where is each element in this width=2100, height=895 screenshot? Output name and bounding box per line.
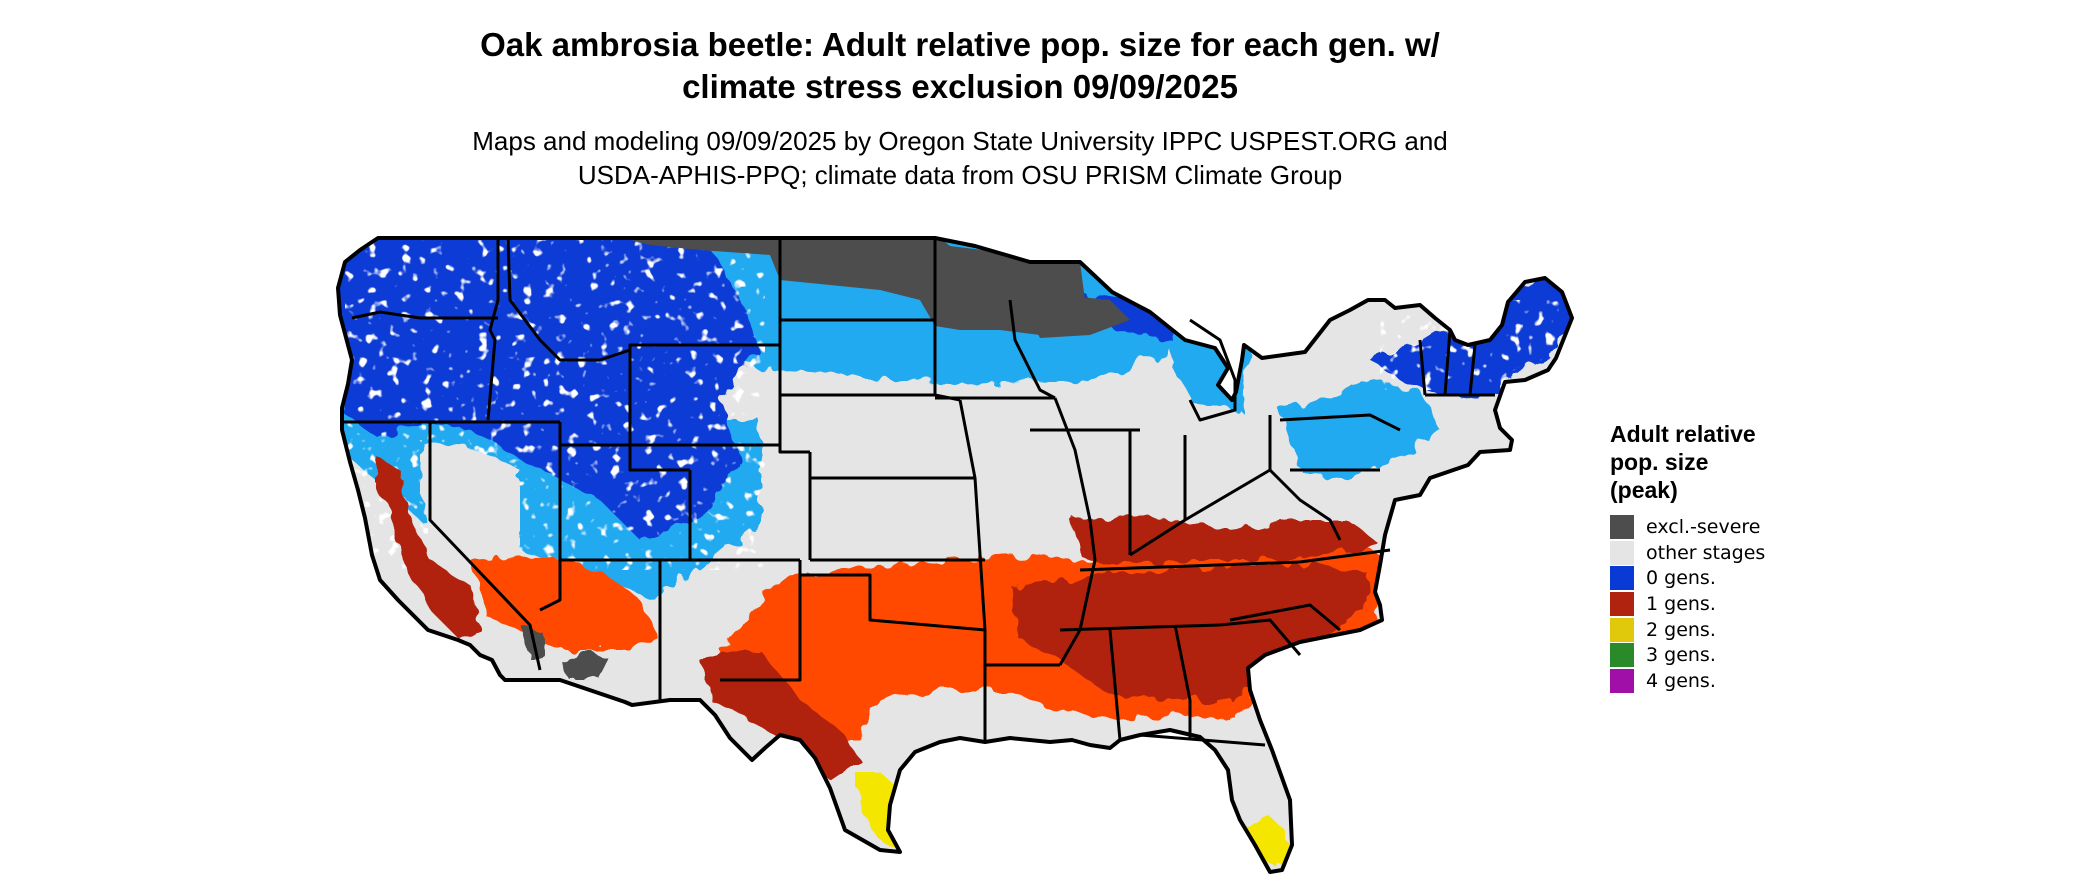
legend-item: 3 gens. [1610, 642, 1810, 668]
legend-title: Adult relative pop. size (peak) [1610, 420, 1810, 504]
wy-sd-ne-border [778, 345, 810, 454]
va-nc-border [1299, 548, 1391, 564]
ia-mo-border [958, 399, 987, 631]
mn-wi-border [1008, 299, 1056, 400]
legend-items: excl.-severe other stages 0 gens. 1 gens… [1610, 514, 1810, 694]
nh-me-border [1468, 344, 1477, 396]
western-gray-zone [420, 440, 520, 580]
legend-label: excl.-severe [1646, 515, 1761, 538]
legend-item: 4 gens. [1610, 668, 1810, 694]
map-title: Oak ambrosia beetle: Adult relative pop.… [0, 24, 1920, 108]
legend-swatch [1610, 617, 1634, 642]
legend-swatch [1610, 643, 1634, 668]
texture-patch-1 [345, 240, 765, 570]
ut-wy-co-border [560, 443, 690, 472]
wv-va-border [1268, 468, 1342, 541]
legend-swatch [1610, 668, 1634, 693]
legend-swatch [1610, 540, 1634, 565]
yellow-zones [855, 772, 1292, 870]
tn-ms-al-border [1059, 623, 1221, 632]
legend-title-line-3: (peak) [1610, 477, 1678, 503]
legend-item: 1 gens. [1610, 591, 1810, 617]
id-west-border [486, 238, 500, 421]
legend-swatch [1610, 566, 1634, 591]
warm-region [375, 455, 1390, 780]
north-plains-excluded [600, 238, 1085, 335]
legend-item: 0 gens. [1610, 565, 1810, 591]
ky-tn-border [1079, 560, 1301, 572]
ca-nv-border [428, 422, 542, 671]
ny-vt-border [1418, 339, 1427, 396]
northeast-light-blue-zone [1280, 380, 1440, 480]
map-fill [338, 238, 1572, 872]
ms-al-border [1108, 629, 1122, 741]
nm-tx-border [720, 560, 802, 682]
texas-southwest-red-zone [700, 650, 860, 780]
legend-swatch [1610, 591, 1634, 616]
state-borders [342, 237, 1495, 747]
arizona-excluded [560, 650, 610, 680]
legend-item: other stages [1610, 540, 1810, 566]
nv-ut-border [539, 422, 562, 612]
id-mt-border [506, 237, 600, 362]
map-subtitle-line-2: USDA-APHIS-PPQ; climate data from OSU PR… [577, 160, 1343, 190]
map-title-line-1: Oak ambrosia beetle: Adult relative pop.… [480, 26, 1440, 63]
nc-sc-border [1229, 603, 1341, 632]
legend-label: 3 gens. [1646, 644, 1716, 667]
legend: Adult relative pop. size (peak) excl.-se… [1610, 420, 1810, 694]
legend-swatch [1610, 514, 1634, 539]
vt-nh-border [1443, 329, 1452, 396]
us-map [336, 236, 1574, 874]
legend-item: excl.-severe [1610, 514, 1810, 540]
legend-label: other stages [1646, 541, 1766, 564]
pa-ny-border [1279, 413, 1401, 432]
mountain-snow-texture [345, 240, 1560, 570]
legend-item: 2 gens. [1610, 617, 1810, 643]
legend-title-line-2: pop. size [1610, 449, 1709, 475]
legend-label: 0 gens. [1646, 567, 1716, 590]
ohio-valley-red-zone [1070, 515, 1380, 565]
legend-label: 1 gens. [1646, 592, 1716, 615]
ky-oh-river-border [1129, 468, 1271, 557]
ga-sc-border [1219, 618, 1302, 656]
south-florida-yellow-zone [1245, 815, 1292, 870]
map-title-line-2: climate stress exclusion 09/09/2025 [682, 68, 1238, 105]
legend-label: 4 gens. [1646, 669, 1716, 692]
ok-tx-border [800, 573, 986, 632]
superior-excluded [1020, 295, 1130, 338]
map-subtitle-line-1: Maps and modeling 09/09/2025 by Oregon S… [472, 126, 1448, 156]
legend-title-line-1: Adult relative [1610, 421, 1756, 447]
map-subtitle: Maps and modeling 09/09/2025 by Oregon S… [0, 124, 1920, 192]
southwest-orange-zone [470, 555, 660, 650]
legend-label: 2 gens. [1646, 618, 1716, 641]
california-red-zone [375, 455, 480, 640]
al-ga-border [1173, 624, 1192, 738]
south-red-zone [1010, 565, 1370, 700]
ms-river-border [1053, 397, 1097, 666]
wa-or-border [351, 310, 498, 320]
